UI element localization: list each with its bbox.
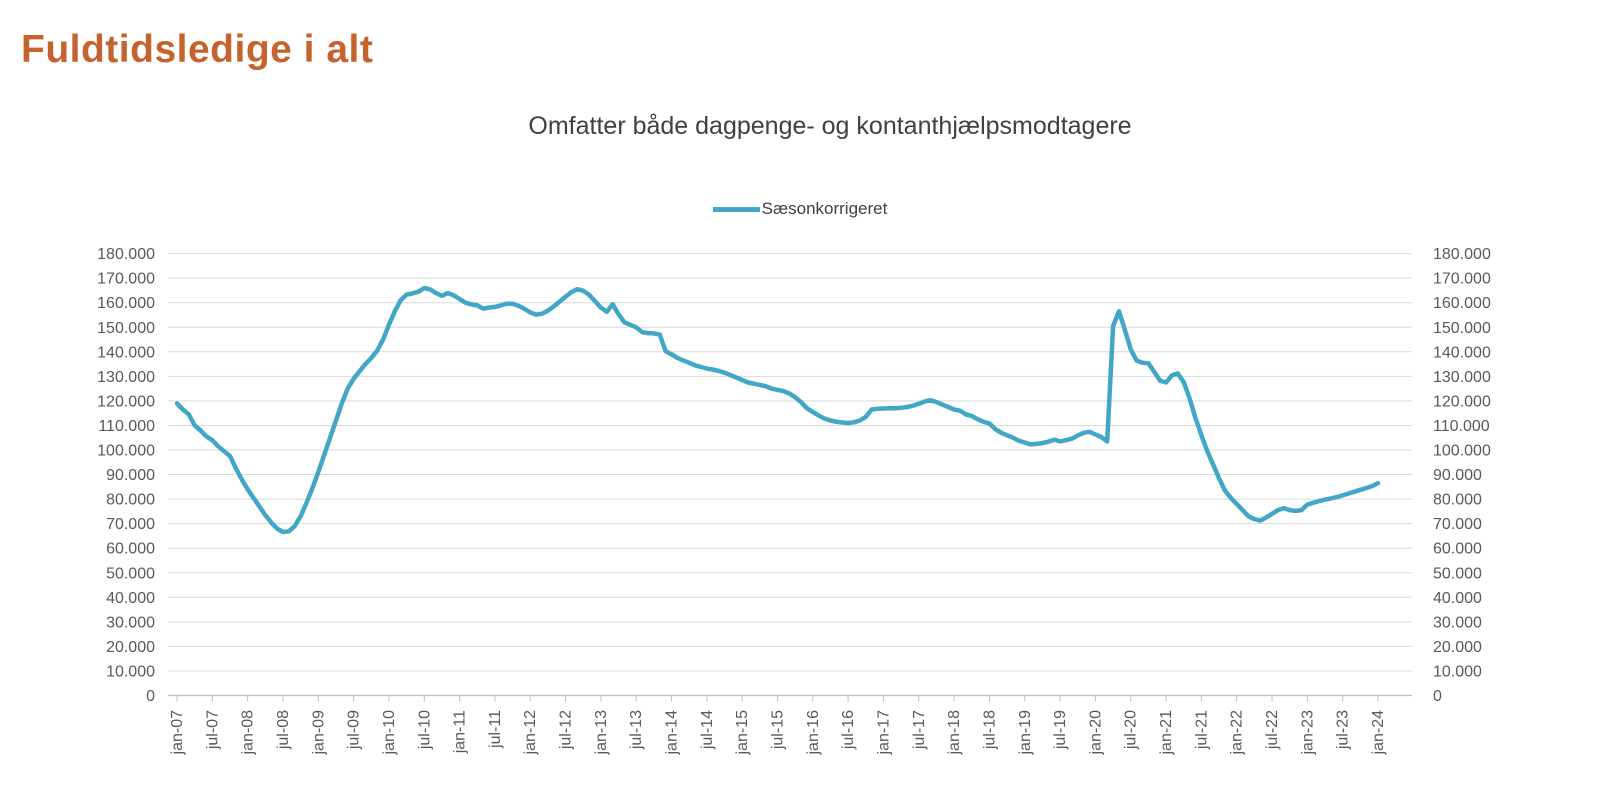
x-tick-label: jan-18 xyxy=(946,710,963,756)
x-tick-label: jul-16 xyxy=(840,710,857,750)
y-tick-label-right: 60.000 xyxy=(1433,541,1482,558)
y-tick-label-right: 70.000 xyxy=(1433,516,1482,533)
gridlines xyxy=(168,253,1412,672)
x-tick-label: jul-22 xyxy=(1264,710,1281,750)
x-tick-label: jan-11 xyxy=(452,710,469,754)
y-tick-label-left: 170.000 xyxy=(97,271,155,288)
y-tick-label-left: 20.000 xyxy=(106,639,155,656)
y-tick-label-left: 110.000 xyxy=(98,418,155,435)
x-tick-label: jul-15 xyxy=(770,710,787,750)
legend-line-swatch xyxy=(712,206,760,212)
y-tick-label-right: 150.000 xyxy=(1433,320,1491,337)
y-tick-label-left: 90.000 xyxy=(106,467,155,484)
y-tick-label-left: 150.000 xyxy=(97,320,155,337)
x-tick-label: jul-12 xyxy=(558,710,575,750)
y-tick-label-left: 10.000 xyxy=(106,663,155,680)
y-tick-label-left: 100.000 xyxy=(97,443,155,460)
x-tick-label: jan-22 xyxy=(1229,710,1246,756)
y-tick-label-right: 90.000 xyxy=(1433,467,1482,484)
y-tick-label-left: 130.000 xyxy=(97,369,155,386)
x-tick-label: jan-17 xyxy=(875,710,892,756)
x-tick-label: jul-08 xyxy=(275,710,292,750)
y-tick-label-right: 140.000 xyxy=(1433,344,1491,361)
y-tick-label-right: 130.000 xyxy=(1433,369,1491,386)
x-axis-labels: jan-07 jul-07 jan-08 jul-08 jan-09 jul-09 jan-… xyxy=(169,710,1387,756)
x-tick-label: jan-10 xyxy=(381,710,398,756)
x-tick-label: jul-10 xyxy=(416,710,433,750)
x-tick-label: jul-11 xyxy=(487,710,504,749)
x-tick-label: jan-16 xyxy=(805,710,822,756)
x-tick-label: jan-12 xyxy=(522,710,539,756)
y-tick-label-right: 50.000 xyxy=(1433,565,1482,582)
y-tick-label-right: 160.000 xyxy=(1433,295,1491,312)
x-tick-label: jul-13 xyxy=(628,710,645,750)
x-tick-label: jan-19 xyxy=(1017,710,1034,756)
x-tick-label: jul-23 xyxy=(1335,710,1352,750)
y-tick-label-right: 110.000 xyxy=(1433,418,1490,435)
x-tick-label: jan-20 xyxy=(1087,710,1104,756)
x-tick-label: jul-17 xyxy=(911,710,928,750)
y-tick-label-left: 30.000 xyxy=(106,614,155,631)
x-tick-label: jul-19 xyxy=(1052,710,1069,750)
x-tick-label: jul-18 xyxy=(981,710,998,750)
x-tick-label: jul-14 xyxy=(699,710,716,750)
y-tick-label-left: 160.000 xyxy=(97,295,155,312)
y-tick-label-right: 180.000 xyxy=(1433,246,1491,263)
y-tick-label-left: 70.000 xyxy=(106,516,155,533)
y-tick-label-left: 140.000 xyxy=(97,344,155,361)
series-line-saesonkorrigeret xyxy=(174,285,1381,535)
y-tick-label-right: 170.000 xyxy=(1433,271,1491,288)
y-tick-label-left: 180.000 xyxy=(97,246,155,263)
x-tick-label: jan-14 xyxy=(664,710,681,756)
y-tick-label-right: 80.000 xyxy=(1433,492,1482,509)
x-tick-label: jan-08 xyxy=(240,710,257,756)
x-tick-label: jan-24 xyxy=(1370,710,1387,756)
y-tick-label-left: 80.000 xyxy=(106,492,155,509)
y-tick-label-right: 10.000 xyxy=(1433,663,1482,680)
chart-title: Omfatter både dagpenge- og kontanthjælps… xyxy=(528,112,1132,140)
x-tick-label: jan-07 xyxy=(169,710,186,756)
x-tick-label: jul-07 xyxy=(204,710,221,750)
y-tick-label-left: 0 xyxy=(146,688,155,705)
y-tick-label-left: 50.000 xyxy=(106,565,155,582)
y-axis-labels-left: 0 10.000 20.000 30.000 40.000 50.000 60.000 70.… xyxy=(97,246,155,705)
x-axis-ticks xyxy=(176,695,1379,702)
y-tick-label-right: 0 xyxy=(1433,688,1442,705)
x-tick-label: jan-21 xyxy=(1158,710,1175,756)
legend-label: Sæsonkorrigeret xyxy=(761,199,888,218)
x-tick-label: jan-15 xyxy=(734,710,751,756)
x-tick-label: jan-09 xyxy=(310,710,327,756)
y-tick-label-left: 120.000 xyxy=(97,393,155,410)
y-tick-label-right: 30.000 xyxy=(1433,614,1482,631)
x-tick-label: jul-20 xyxy=(1123,710,1140,750)
page-title: Fuldtidsledige i alt xyxy=(21,28,374,71)
y-tick-label-right: 120.000 xyxy=(1433,393,1491,410)
x-tick-label: jul-09 xyxy=(346,710,363,750)
y-tick-label-right: 100.000 xyxy=(1433,443,1491,460)
x-tick-label: jan-13 xyxy=(593,710,610,756)
y-tick-label-left: 40.000 xyxy=(106,590,155,607)
y-axis-labels-right: 0 10.000 20.000 30.000 40.000 50.000 60.000 70.… xyxy=(1433,246,1491,705)
legend: Sæsonkorrigeret xyxy=(630,199,970,219)
y-tick-label-left: 60.000 xyxy=(106,541,155,558)
y-tick-label-right: 40.000 xyxy=(1433,590,1482,607)
y-tick-label-right: 20.000 xyxy=(1433,639,1482,656)
x-tick-label: jan-23 xyxy=(1299,710,1316,756)
x-tick-label: jul-21 xyxy=(1193,710,1210,750)
